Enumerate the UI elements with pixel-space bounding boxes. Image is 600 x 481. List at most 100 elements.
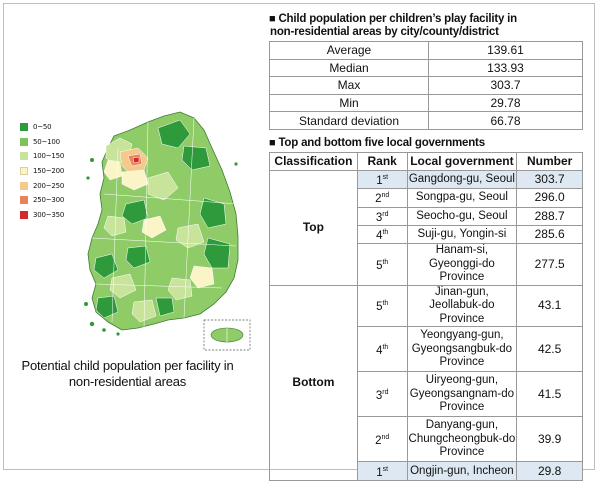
islands [84, 158, 238, 336]
stats-value: 29.78 [428, 93, 583, 113]
boundary-line [183, 117, 195, 319]
table-row: Standard deviation 66.78 [269, 111, 583, 130]
island [84, 302, 88, 306]
rank-cell: 2nd [356, 416, 408, 463]
table-row: 2nd Songpa-gu, Seoul 296.0 [270, 188, 583, 208]
legend-label: 300~350 [33, 210, 65, 219]
rank-number: 2 [375, 193, 382, 206]
legend-swatch [20, 123, 28, 132]
rank-cell: 4th [356, 326, 408, 373]
number-cell: 303.7 [516, 169, 583, 190]
gov-cell: Danyang-gun, Chungcheongbuk-do Province [406, 416, 518, 463]
stats-section-title: ■ Child population per children’s play fa… [269, 13, 517, 39]
number-cell: 42.5 [516, 326, 583, 373]
rank-number: 5 [376, 301, 383, 314]
rank-suffix: th [382, 258, 389, 266]
rank-cell: 2nd [356, 188, 408, 208]
header-rank: Rank [356, 152, 408, 171]
district-sw-light [109, 273, 137, 299]
legend-item: 50~100 [20, 135, 64, 150]
gov-cell: Yeongyang-gun, Gyeongsangbuk-do Province [406, 326, 518, 373]
gov-line: Jeollabuk-do Province [429, 299, 495, 325]
legend-item: 100~150 [20, 149, 64, 164]
gov-line: Province [439, 446, 485, 459]
gov-line: Uiryeong-gun, [425, 374, 499, 387]
legend-label: 250~300 [33, 196, 65, 205]
map-legend: 0~50 50~100 100~150 150~200 200~250 250~… [20, 120, 64, 222]
island [116, 332, 120, 336]
rank-number: 1 [376, 174, 383, 187]
square-bullet-icon: ■ [269, 137, 276, 149]
district-sw-dark [93, 253, 119, 279]
district-central-light [147, 171, 179, 201]
group-label-top: Top [269, 170, 358, 286]
rank-suffix: nd [381, 433, 390, 441]
table-row: Bottom 5th Jinan-gun, Jeollabuk-do Provin… [269, 284, 583, 481]
number-cell: 43.1 [516, 284, 583, 328]
rank-cell: 3rd [356, 206, 408, 226]
rank-number: 3 [375, 211, 383, 224]
group-label-bottom: Bottom [269, 284, 358, 481]
district-east-dark [157, 119, 191, 149]
rank-number: 3 [375, 389, 383, 402]
gov-line: Gyeongsangnam-do [409, 387, 515, 400]
stats-label: Standard deviation [269, 111, 429, 130]
gov-line: Province [439, 401, 485, 414]
gov-cell: Suji-gu, Yongin-si [406, 224, 518, 245]
gov-cell: Jinan-gun, Jeollabuk-do Province [406, 284, 518, 328]
island [90, 158, 94, 162]
district-se-dark [199, 197, 227, 229]
legend-item: 0~50 [20, 120, 64, 135]
map-caption-line2: non-residential areas [68, 373, 187, 389]
district-east-mid [181, 145, 211, 171]
gov-cell: Songpa-gu, Seoul [406, 188, 518, 208]
jeju-inset-box [203, 319, 251, 351]
gov-line: Jinan-gun, [435, 285, 489, 298]
legend-swatch [20, 137, 28, 146]
gov-cell: Uiryeong-gun, Gyeongsangnam-do Province [406, 371, 518, 418]
square-bullet-icon: ■ [269, 13, 276, 25]
rank-cell: 4th [356, 224, 408, 245]
district-se-light2 [167, 277, 193, 301]
rank-section-title: ■ Top and bottom five local governments [269, 137, 485, 150]
rank-suffix: rd [382, 388, 389, 396]
table-row: Median 133.93 [269, 58, 583, 78]
rank-number: 4 [376, 229, 383, 242]
stats-title-text1: Child population per children’s play fac… [278, 13, 517, 25]
rank-number: 5 [376, 259, 383, 272]
stats-label: Average [269, 41, 429, 60]
stats-label: Max [269, 76, 429, 95]
rank-suffix: th [382, 228, 389, 236]
district-capital-peak [132, 156, 140, 164]
stats-title-line1: ■ Child population per children’s play fa… [269, 13, 517, 26]
rank-cell: 5th [356, 284, 408, 328]
legend-label: 100~150 [33, 152, 65, 161]
stats-value: 133.93 [428, 58, 583, 78]
district-patches [93, 119, 231, 323]
district-s-light [131, 299, 157, 323]
rank-number: 4 [376, 344, 383, 357]
rank-number: 2 [375, 434, 382, 447]
map-caption: Potential child population per facility … [10, 358, 245, 389]
legend-label: 50~100 [33, 137, 60, 146]
legend-item: 200~250 [20, 178, 64, 193]
boundary-line [91, 237, 237, 247]
table-row: Max 303.7 [269, 76, 583, 95]
rank-cell: 3rd [356, 371, 408, 418]
island [234, 162, 238, 166]
gov-line: Gyeonggi-do Province [428, 257, 495, 284]
gov-line: Gyeongsangbuk-do [411, 342, 513, 355]
legend-label: 150~200 [33, 167, 65, 176]
district-boundaries [91, 117, 239, 329]
rank-cell: 5th [356, 243, 408, 286]
header-gov: Local government [406, 152, 518, 171]
table-row: 4th Suji-gu, Yongin-si 285.6 [270, 224, 583, 245]
district-se-light [175, 223, 205, 249]
gov-line: Yeongyang-gun, [420, 329, 504, 342]
rank-table: Classification Rank Local government Num… [269, 152, 583, 481]
district-capital-yellow [121, 169, 149, 191]
legend-swatch [20, 152, 28, 161]
stats-value: 303.7 [428, 76, 583, 95]
boundary-line [111, 147, 119, 323]
rank-suffix: nd [381, 192, 390, 200]
